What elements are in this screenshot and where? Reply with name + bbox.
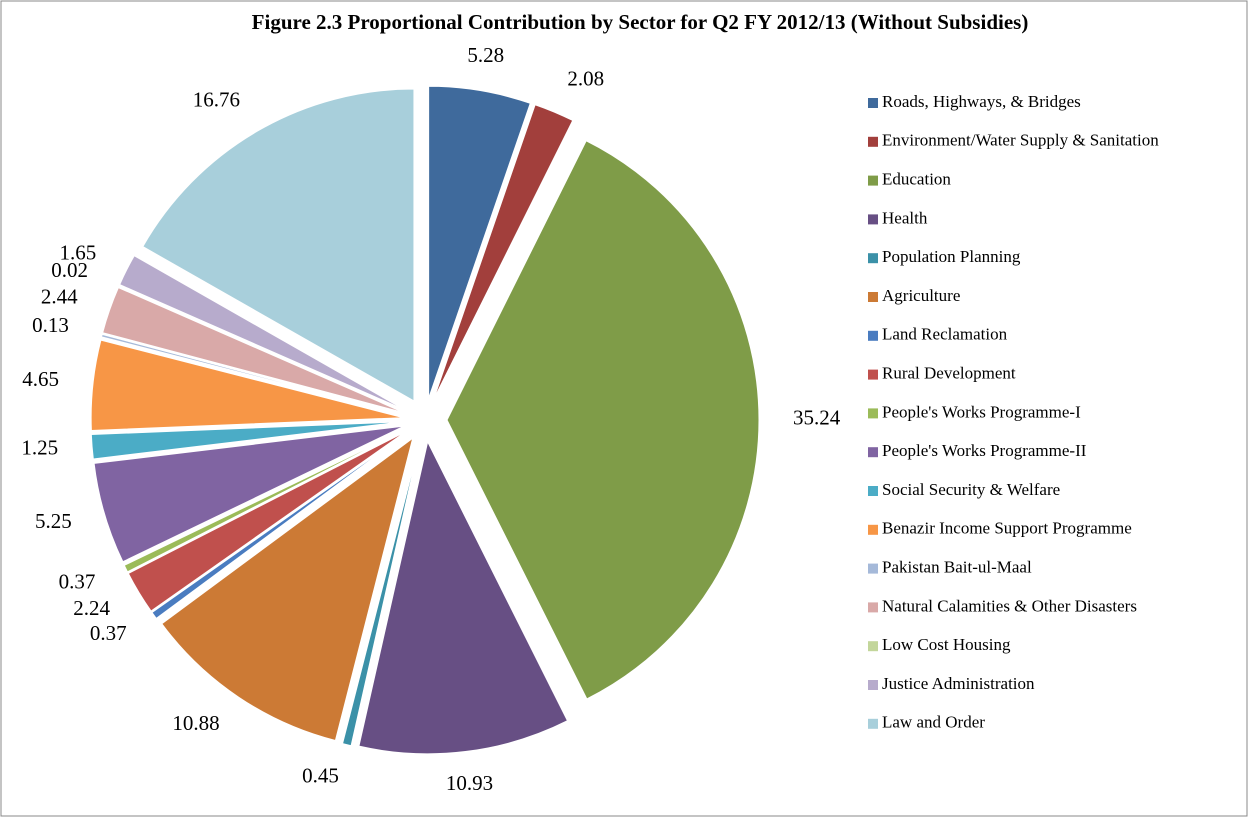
pie-slice — [100, 333, 404, 415]
pie-slice — [90, 421, 404, 460]
legend-label: Land Reclamation — [882, 325, 1008, 344]
pie-slice — [446, 140, 760, 700]
chart-title: Figure 2.3 Proportional Contribution by … — [252, 10, 1029, 34]
legend-marker — [868, 602, 878, 613]
data-label: 0.37 — [59, 570, 96, 594]
pie-slice — [123, 429, 406, 573]
legend-label: Benazir Income Support Programme — [882, 519, 1132, 538]
legend-label: Justice Administration — [882, 674, 1035, 693]
legend-marker — [868, 214, 878, 225]
pie-slice — [428, 85, 531, 399]
data-label: 5.25 — [35, 509, 72, 533]
data-label: 2.24 — [73, 596, 110, 620]
data-label: 0.13 — [32, 313, 69, 337]
legend-label: Natural Calamities & Other Disasters — [882, 596, 1137, 615]
data-label: 16.76 — [193, 88, 240, 112]
legend-label: People's Works Programme-I — [882, 402, 1081, 421]
pie-slice — [119, 255, 406, 411]
pie-slice — [127, 430, 407, 612]
legend-marker — [868, 447, 878, 458]
legend-marker — [868, 175, 878, 186]
data-label: 4.65 — [22, 367, 59, 391]
legend-marker — [868, 98, 878, 108]
legend-label: Low Cost Housing — [882, 635, 1011, 654]
pie-slice — [142, 88, 415, 402]
pie-slice — [161, 437, 414, 742]
data-label: 5.28 — [467, 43, 504, 67]
legend-label: Roads, Highways, & Bridges — [882, 92, 1081, 111]
legend-marker — [868, 524, 878, 535]
legend-marker — [868, 680, 878, 690]
data-label: 0.02 — [51, 258, 88, 282]
legend-marker — [868, 136, 878, 147]
legend-marker — [868, 486, 878, 496]
legend-marker — [868, 408, 878, 419]
pie-slice — [93, 425, 405, 563]
legend-label: Environment/Water Supply & Sanitation — [882, 131, 1159, 150]
legend-label: Education — [882, 170, 951, 189]
pie-slice — [151, 432, 408, 620]
legend-label: Pakistan Bait-ul-Maal — [882, 558, 1032, 577]
pie-slice — [433, 104, 574, 400]
data-label: 2.44 — [41, 284, 78, 308]
data-label: 1.65 — [59, 241, 96, 265]
legend-marker — [868, 563, 878, 574]
legend-marker — [868, 292, 878, 302]
legend-label: Social Security & Welfare — [882, 480, 1060, 499]
pie-slice — [358, 440, 569, 755]
legend-label: Rural Development — [882, 364, 1016, 383]
pie-slice — [341, 441, 421, 747]
legend-marker — [868, 718, 878, 729]
data-label: 1.25 — [21, 435, 58, 459]
data-label: 0.45 — [302, 764, 339, 788]
data-label: 35.24 — [793, 405, 841, 429]
legend-marker — [868, 253, 878, 264]
legend-label: Population Planning — [882, 247, 1021, 266]
legend-label: Health — [882, 208, 928, 227]
data-label: 10.88 — [172, 711, 219, 735]
legend-label: Agriculture — [882, 286, 960, 305]
data-label: 10.93 — [446, 771, 493, 795]
pie-slice — [118, 285, 406, 412]
data-label: 2.08 — [567, 66, 604, 90]
data-label: 0.37 — [90, 621, 127, 645]
pie-slice — [90, 339, 404, 432]
legend-marker — [868, 369, 878, 380]
legend-marker — [868, 330, 878, 341]
pie-slice — [102, 286, 405, 414]
legend-label: People's Works Programme-II — [882, 441, 1087, 460]
legend-marker — [868, 641, 878, 652]
legend-label: Law and Order — [882, 713, 985, 732]
